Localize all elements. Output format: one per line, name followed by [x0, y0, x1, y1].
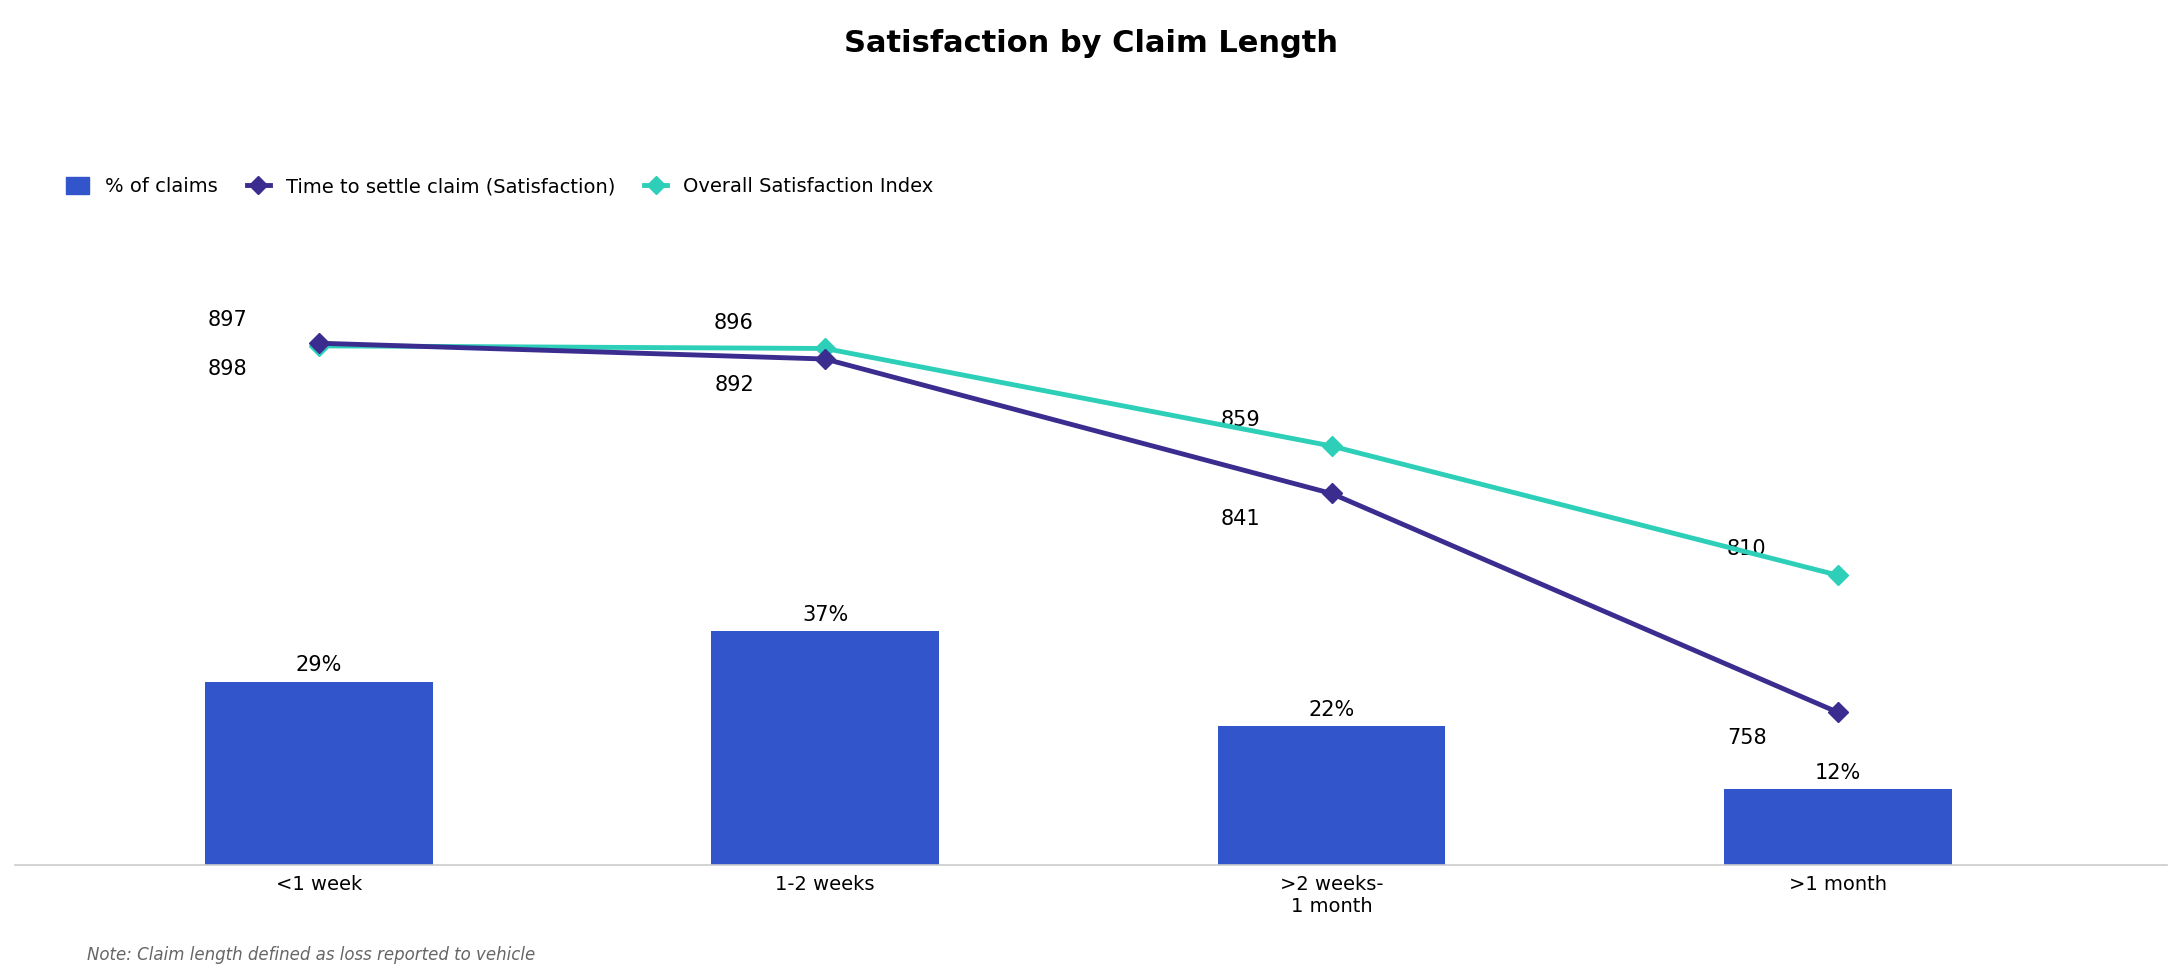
- Text: 810: 810: [1726, 539, 1767, 560]
- Text: Note: Claim length defined as loss reported to vehicle: Note: Claim length defined as loss repor…: [87, 947, 535, 964]
- Text: 896: 896: [714, 313, 755, 332]
- Text: Satisfaction by Claim Length: Satisfaction by Claim Length: [844, 29, 1338, 59]
- Text: 22%: 22%: [1309, 700, 1355, 719]
- Bar: [711, 631, 938, 865]
- Text: 12%: 12%: [1815, 763, 1861, 783]
- Text: 898: 898: [207, 359, 247, 379]
- Text: 859: 859: [1220, 411, 1261, 430]
- Text: 897: 897: [207, 310, 247, 330]
- Text: 29%: 29%: [295, 656, 343, 675]
- Bar: [1724, 789, 1953, 865]
- Text: 37%: 37%: [803, 605, 849, 625]
- Text: 758: 758: [1726, 728, 1767, 748]
- Text: 892: 892: [714, 374, 755, 395]
- Bar: [205, 682, 432, 865]
- Text: 841: 841: [1220, 510, 1261, 529]
- Bar: [1218, 726, 1444, 865]
- Legend: % of claims, Time to settle claim (Satisfaction), Overall Satisfaction Index: % of claims, Time to settle claim (Satis…: [59, 170, 940, 204]
